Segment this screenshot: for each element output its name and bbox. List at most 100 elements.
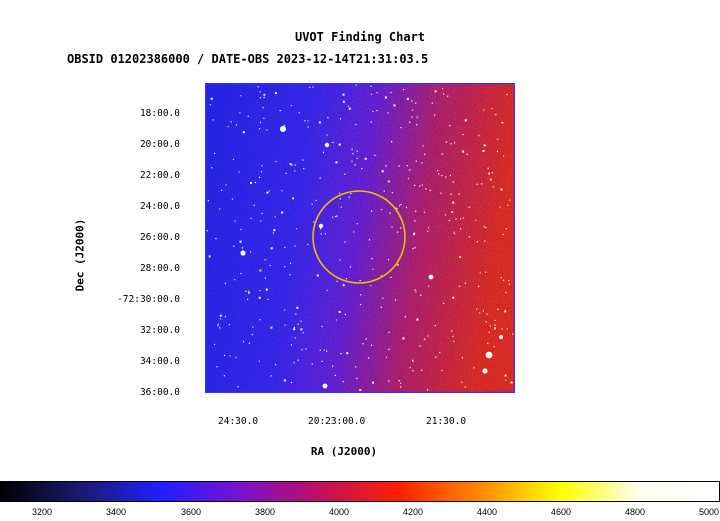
star-pixel — [459, 228, 462, 230]
star-pixel — [302, 332, 304, 334]
star-pixel — [305, 348, 307, 350]
star-pixel — [381, 170, 384, 173]
star-pixel — [440, 192, 442, 194]
ra-tick-label: 24:30.0 — [218, 416, 259, 427]
star-pixel — [290, 262, 292, 264]
image-border — [205, 83, 515, 393]
star-pixel — [270, 326, 273, 329]
star-pixel — [241, 247, 244, 249]
star-pixel — [207, 200, 209, 202]
star-pixel — [267, 298, 269, 300]
star-pixel — [478, 135, 480, 137]
star-pixel — [239, 112, 241, 114]
star-pixel — [212, 119, 214, 121]
star-pixel — [394, 299, 397, 301]
star-pixel — [221, 189, 223, 191]
star-pixel — [320, 228, 322, 230]
star-pixel — [350, 193, 352, 195]
star-pixel — [505, 379, 507, 381]
star-pixel — [461, 357, 463, 359]
star-pixel — [245, 290, 247, 292]
star-pixel — [332, 141, 334, 144]
star-pixel — [298, 112, 300, 114]
star-pixel — [500, 277, 502, 279]
star-pixel — [295, 313, 297, 315]
star-pixel — [240, 95, 242, 97]
star-pixel — [497, 138, 499, 140]
star-pixel — [487, 342, 489, 344]
star-pixel — [434, 91, 436, 93]
star-pixel — [415, 160, 417, 162]
star-pixel — [364, 157, 367, 160]
star-pixel — [398, 205, 401, 207]
star-pixel — [393, 104, 396, 107]
star-pixel — [302, 159, 304, 161]
star-pixel — [273, 229, 276, 232]
star-pixel — [338, 311, 341, 313]
star-pixel — [224, 315, 226, 318]
star-pixel — [289, 163, 292, 166]
dec-tick-label: 24:00.0 — [139, 201, 180, 212]
star-pixel — [416, 116, 418, 118]
star-pixel — [231, 198, 233, 200]
star-pixel — [400, 227, 402, 229]
star-pixel — [296, 306, 299, 309]
star-pixel — [387, 112, 389, 114]
star-pixel — [371, 258, 373, 260]
star-pixel — [454, 233, 456, 235]
star-pixel — [304, 120, 306, 122]
bright-star — [428, 274, 434, 280]
star-pixel — [332, 365, 334, 367]
star-pixel — [431, 102, 433, 104]
star-pixel — [307, 120, 309, 122]
star-pixel — [336, 280, 338, 282]
star-pixel — [458, 193, 460, 195]
colorbar-tick-label: 3600 — [180, 507, 202, 517]
dec-tick-label: 18:00.0 — [139, 108, 180, 119]
star-pixel — [250, 251, 252, 253]
star-pixel — [261, 165, 263, 167]
star-pixel — [230, 121, 232, 123]
star-pixel — [494, 319, 496, 321]
star-pixel — [441, 369, 443, 372]
star-pixel — [462, 217, 465, 219]
star-pixel — [266, 191, 269, 194]
star-pixel — [483, 109, 485, 111]
star-pixel — [486, 313, 488, 315]
star-pixel — [476, 241, 478, 243]
dec-tick-label: 32:00.0 — [139, 325, 180, 336]
ra-axis-label: RA (J2000) — [310, 445, 378, 458]
star-pixel — [335, 161, 338, 164]
star-pixel — [427, 335, 429, 337]
star-pixel — [425, 188, 427, 190]
star-pixel — [416, 124, 418, 126]
star-pixel — [503, 279, 505, 281]
star-pixel — [505, 291, 507, 293]
star-pixel — [262, 107, 264, 109]
star-pixel — [389, 212, 391, 214]
dec-tick-label: 34:00.0 — [139, 356, 180, 367]
star-pixel — [396, 263, 399, 266]
star-pixel — [338, 143, 341, 146]
star-pixel — [353, 231, 355, 233]
star-pixel — [290, 344, 293, 346]
star-pixel — [214, 343, 216, 345]
star-pixel — [340, 206, 342, 208]
star-pixel — [488, 331, 490, 333]
star-pixel — [494, 327, 496, 330]
star-pixel — [445, 141, 447, 143]
star-pixel — [484, 240, 486, 242]
ra-tick-label: 21:30.0 — [426, 416, 467, 427]
ra-tick-label: 20:23:00.0 — [308, 416, 366, 427]
star-pixel — [219, 208, 221, 210]
star-pixel — [237, 386, 239, 388]
star-pixel — [505, 228, 507, 230]
star-pixel — [335, 319, 338, 321]
star-pixel — [388, 380, 390, 382]
star-pixel — [422, 145, 424, 147]
star-pixel — [489, 178, 492, 181]
star-pixel — [321, 325, 323, 328]
star-pixel — [257, 86, 259, 88]
star-pixel — [239, 240, 242, 243]
star-pixel — [412, 359, 414, 361]
